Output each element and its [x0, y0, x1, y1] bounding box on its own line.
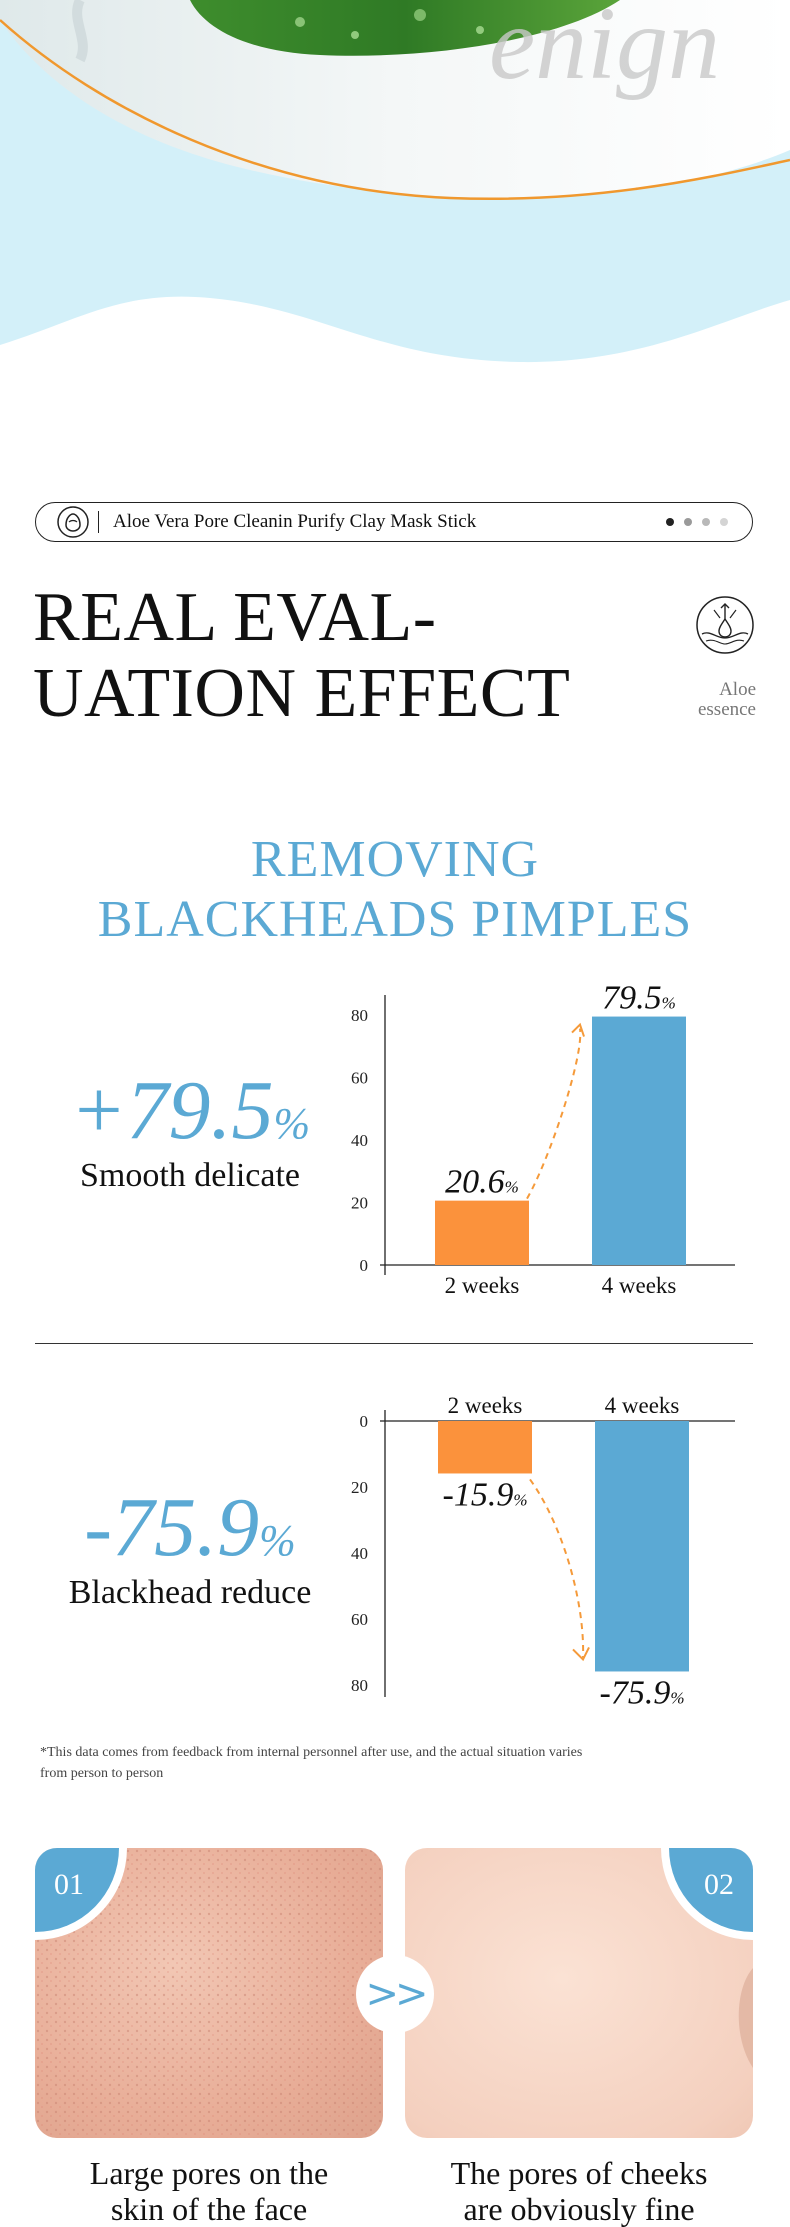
x-tick-label: 2 weeks — [448, 1393, 523, 1418]
y-tick-label: 40 — [351, 1544, 368, 1563]
step-badge-02: 02 — [661, 1848, 753, 1940]
data-label: -75.9% — [600, 1674, 685, 1711]
data-label: 20.6% — [445, 1164, 519, 1201]
stat-blackhead-caption: Blackhead reduce — [68, 1574, 312, 1611]
after-caption: The pores of cheeks are obviously fine — [405, 2155, 753, 2227]
after-caption-line-2: are obviously fine — [463, 2191, 695, 2227]
y-tick-label: 0 — [360, 1256, 369, 1275]
page-dot-active — [666, 518, 674, 526]
section-divider — [35, 1343, 753, 1344]
after-photo: 02 — [405, 1848, 753, 2138]
page-title-line-2: UATION EFFECT — [33, 655, 571, 732]
hero-script-word: enign — [489, 0, 720, 101]
page-title: REAL EVAL- UATION EFFECT — [33, 580, 570, 732]
x-tick-label: 4 weeks — [602, 1273, 677, 1298]
stat-blackhead-value: -75.9% — [40, 1485, 340, 1584]
stat-smooth-number: +79.5 — [69, 1064, 274, 1157]
aloe-label-line-2: essence — [697, 699, 756, 720]
stat-smooth-unit: % — [273, 1099, 311, 1148]
before-photo: 01 — [35, 1848, 383, 2138]
trend-arrow — [526, 1028, 582, 1200]
after-caption-line-1: The pores of cheeks — [450, 2155, 708, 2191]
y-tick-label: 20 — [351, 1478, 368, 1497]
hero-artwork: enign — [0, 0, 790, 370]
step-badge-01: 01 — [35, 1848, 127, 1940]
bar-2-weeks — [435, 1200, 529, 1265]
page-title-line-1: REAL EVAL- — [33, 579, 437, 656]
y-tick-label: 60 — [351, 1069, 368, 1088]
stat-smooth-caption: Smooth delicate — [79, 1157, 300, 1194]
step-number-02: 02 — [704, 1868, 734, 1901]
section-heading: REMOVING BLACKHEADS PIMPLES — [0, 830, 790, 950]
trend-arrow — [529, 1478, 585, 1658]
product-name: Aloe Vera Pore Cleanin Purify Clay Mask … — [113, 511, 477, 532]
before-caption: Large pores on the skin of the face — [35, 2155, 383, 2227]
y-tick-label: 40 — [351, 1131, 368, 1150]
page-dot — [702, 518, 710, 526]
x-tick-label: 4 weeks — [605, 1393, 680, 1418]
aloe-label-line-1: Aloe — [719, 679, 756, 700]
y-tick-label: 0 — [360, 1412, 369, 1431]
trend-arrow-head — [571, 1022, 585, 1037]
brand-logo-icon — [57, 506, 89, 538]
aloe-essence-label: Aloe essence — [660, 680, 756, 720]
compare-arrow-icon: >> — [356, 1955, 434, 2033]
product-name-bar: Aloe Vera Pore Cleanin Purify Clay Mask … — [35, 502, 753, 542]
hero-banner: enign — [0, 0, 790, 370]
y-tick-label: 20 — [351, 1194, 368, 1213]
y-tick-label: 60 — [351, 1610, 368, 1629]
page-dot — [720, 518, 728, 526]
bar-4-weeks — [592, 1016, 686, 1265]
data-label: -15.9% — [443, 1476, 528, 1513]
page-dots — [666, 518, 728, 526]
x-tick-label: 2 weeks — [445, 1273, 520, 1298]
stat-smooth-value: +79.5% — [40, 1068, 340, 1167]
data-label: 79.5% — [602, 980, 676, 1017]
chart-blackhead: 0 20 40 60 80 -15.9% 2 weeks -75.9% 4 weeks — [351, 1393, 735, 1711]
pill-separator — [98, 511, 99, 533]
disclaimer-note: *This data comes from feedback from inte… — [40, 1745, 583, 1781]
page-dot — [684, 518, 692, 526]
chart-smoothness: 0 20 40 60 80 20.6% 2 weeks 79.5% 4 weeks — [351, 980, 735, 1298]
bar-4-weeks — [595, 1421, 689, 1672]
y-tick-label: 80 — [351, 1006, 368, 1025]
before-caption-line-1: Large pores on the — [89, 2155, 329, 2191]
y-tick-label: 80 — [351, 1676, 368, 1695]
before-caption-line-2: skin of the face — [110, 2191, 308, 2227]
stat-blackhead-number: -75.9 — [84, 1481, 260, 1574]
section-heading-line-1: REMOVING — [250, 831, 540, 888]
bar-2-weeks — [438, 1421, 532, 1474]
stat-blackhead-unit: % — [259, 1516, 296, 1565]
aloe-droplet-icon — [696, 596, 754, 654]
step-number-01: 01 — [54, 1868, 84, 1901]
section-heading-line-2: BLACKHEADS PIMPLES — [97, 891, 693, 948]
trend-arrow-head — [572, 1647, 590, 1662]
